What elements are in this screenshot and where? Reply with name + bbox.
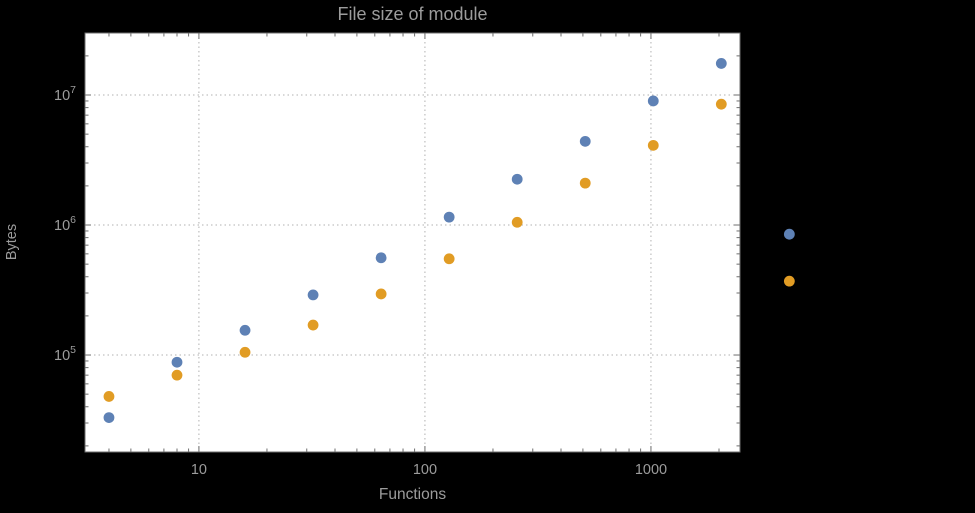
data-point-series-blue	[579, 135, 591, 147]
y-tick-label: 105	[54, 344, 76, 364]
data-point-series-orange	[103, 391, 115, 402]
data-point-series-blue	[511, 173, 523, 185]
data-point-series-orange	[443, 253, 455, 265]
x-tick-label: 10	[191, 462, 207, 478]
x-axis-label: Functions	[378, 486, 447, 503]
data-point-series-blue	[783, 228, 795, 240]
y-tick-label: 107	[54, 84, 76, 104]
data-point-series-blue	[443, 211, 455, 223]
data-point-series-orange	[171, 369, 183, 381]
data-point-series-blue	[307, 289, 319, 301]
data-point-series-orange	[783, 275, 795, 287]
data-point-series-orange	[647, 139, 659, 151]
data-point-series-orange	[579, 177, 591, 189]
chart-title: File size of module	[337, 4, 488, 24]
x-tick-label: 1000	[635, 462, 667, 478]
data-point-series-orange	[375, 288, 387, 300]
data-point-series-blue	[375, 252, 387, 264]
x-tick-label: 100	[413, 462, 437, 478]
plot-background	[85, 33, 740, 452]
y-tick-label: 106	[54, 214, 76, 234]
data-point-series-blue	[239, 324, 251, 336]
data-point-series-blue	[715, 58, 727, 69]
data-point-series-orange	[239, 346, 251, 358]
plot-frame	[84, 32, 741, 453]
data-point-series-orange	[307, 319, 319, 331]
data-point-series-blue	[647, 95, 659, 107]
data-point-series-orange	[715, 98, 727, 110]
data-point-series-blue	[171, 356, 183, 368]
data-point-series-blue	[103, 412, 115, 424]
data-point-series-orange	[511, 216, 523, 228]
